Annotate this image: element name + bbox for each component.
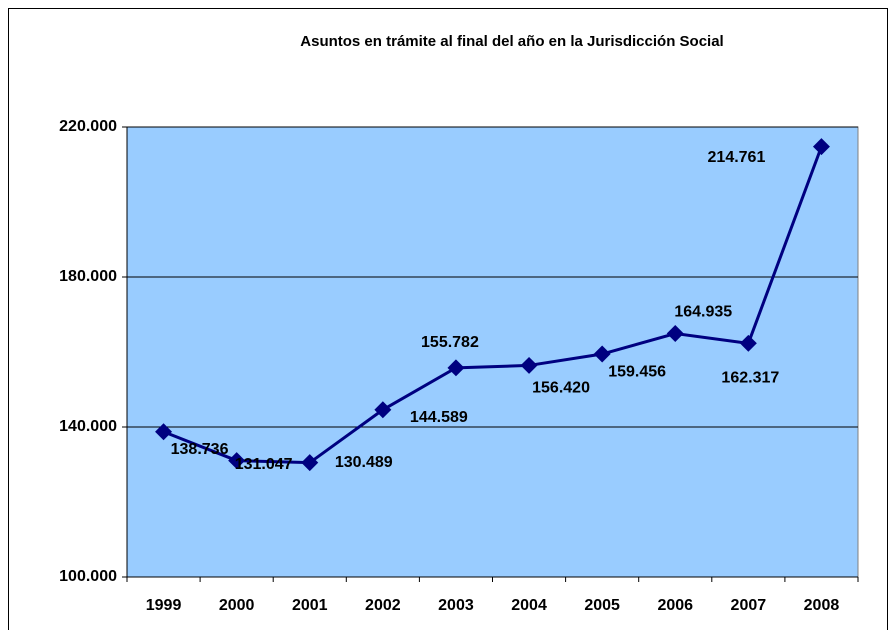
x-tick-label: 1999: [146, 597, 182, 614]
data-label: 131.047: [235, 456, 293, 473]
marker: [228, 452, 246, 470]
x-tick-label: 2008: [804, 597, 840, 614]
data-label: 156.420: [532, 380, 590, 397]
data-label: 164.935: [674, 304, 732, 321]
chart-title: Asuntos en trámite al final del año en l…: [300, 33, 723, 50]
data-label: 138.736: [171, 441, 229, 458]
x-tick-label: 2003: [438, 597, 474, 614]
plot-area: [126, 126, 859, 578]
x-tick-label: 2005: [584, 597, 620, 614]
data-label: 130.489: [335, 454, 393, 471]
marker: [447, 359, 465, 377]
x-tick-label: 2004: [511, 597, 547, 614]
data-label: 144.589: [410, 409, 468, 426]
marker: [666, 325, 684, 342]
marker: [593, 345, 611, 363]
data-label: 162.317: [721, 370, 779, 387]
data-label: 214.761: [708, 149, 766, 166]
x-tick-label: 2006: [657, 597, 693, 614]
line: [162, 146, 823, 465]
marker: [374, 401, 392, 419]
data-label: 155.782: [421, 334, 479, 351]
y-tick-label: 220.000: [59, 118, 117, 135]
y-tick-label: 180.000: [59, 268, 117, 285]
y-tick-label: 140.000: [59, 418, 117, 435]
marker: [301, 454, 319, 472]
marker: [155, 423, 173, 441]
marker: [739, 334, 757, 352]
x-tick-label: 2007: [731, 597, 767, 614]
data-label: 159.456: [608, 363, 666, 380]
marker: [812, 138, 830, 156]
marker: [520, 356, 538, 374]
y-tick-label: 100.000: [59, 568, 117, 585]
x-tick-label: 2002: [365, 597, 401, 614]
x-tick-label: 2001: [292, 597, 328, 614]
x-tick-label: 2000: [219, 597, 255, 614]
